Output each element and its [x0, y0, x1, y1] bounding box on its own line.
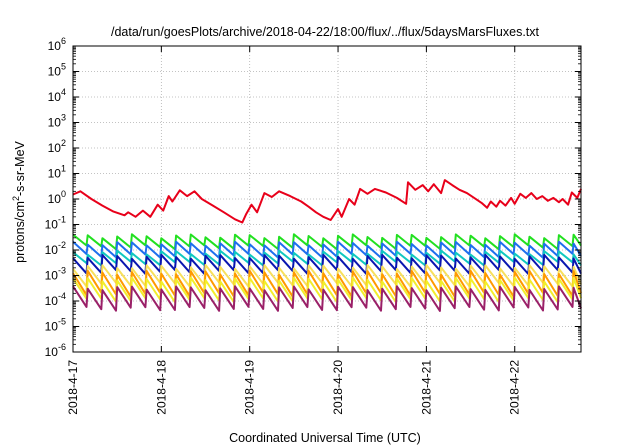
y-axis-title-base: protons/cm	[13, 201, 27, 263]
x-tick-label: 2018-4-19	[243, 360, 257, 415]
series-lines	[72, 179, 582, 312]
y-tick-label: 10-4	[45, 291, 66, 308]
series-line-9	[72, 285, 582, 312]
x-tick-label: 2018-4-17	[66, 360, 80, 415]
chart-title: /data/run/goesPlots/archive/2018-04-22/1…	[111, 25, 540, 39]
series-line-5	[72, 253, 582, 275]
x-tick-label: 2018-4-18	[154, 360, 168, 415]
y-tick-label: 10-5	[45, 317, 66, 334]
y-tick-label: 100	[48, 189, 66, 206]
x-tick-label: 2018-4-21	[419, 360, 433, 415]
y-axis-title: protons/cm2-s-sr-MeV	[11, 140, 27, 262]
y-tick-label: 106	[48, 36, 66, 53]
x-tick-label: 2018-4-22	[508, 360, 522, 415]
y-tick-label: 104	[48, 87, 66, 104]
y-tick-label: 10-6	[45, 342, 66, 359]
axis-ticks	[72, 45, 581, 353]
y-tick-label: 105	[48, 62, 66, 79]
y-axis-title-sup: 2	[11, 196, 21, 201]
plot-frame	[72, 45, 582, 353]
y-tick-label: 101	[48, 164, 66, 181]
x-tick-label: 2018-4-20	[331, 360, 345, 415]
y-tick-label: 10-2	[45, 240, 66, 257]
series-line-1	[72, 179, 582, 224]
y-axis-title-rest: -s-sr-MeV	[13, 140, 27, 196]
x-axis-title: Coordinated Universal Time (UTC)	[229, 431, 421, 445]
y-tick-label: 10-3	[45, 266, 66, 283]
grid-lines	[72, 46, 581, 352]
y-tick-labels: 10-6 10-5 10-4 10-3 10-2 10-1 100 101 102 103 104 1…	[45, 36, 66, 359]
y-tick-label: 10-1	[45, 215, 66, 232]
x-tick-labels: 2018-4-17 2018-4-18 2018-4-19 2018-4-20 2018…	[66, 360, 522, 415]
y-tick-label: 102	[48, 138, 66, 155]
y-tick-label: 103	[48, 113, 66, 130]
